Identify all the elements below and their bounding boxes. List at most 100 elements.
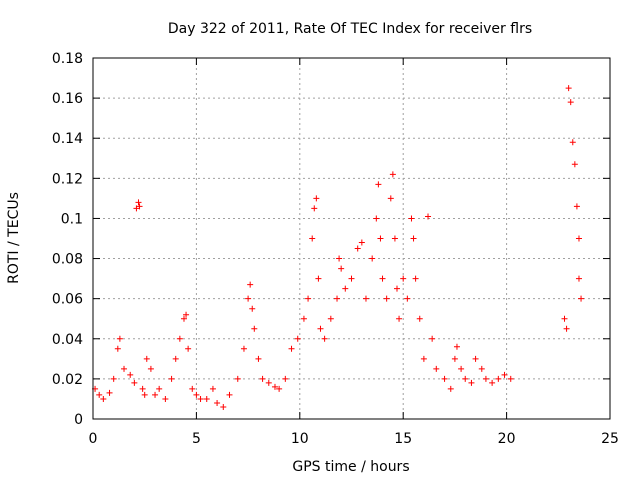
data-point [387,195,394,202]
data-point [563,325,570,332]
data-point [383,295,390,302]
data-point [255,355,262,362]
data-point [348,275,355,282]
y-tick-label: 0.06 [52,292,83,308]
data-point [96,391,103,398]
data-point [379,275,386,282]
y-tick-label: 0 [74,412,83,428]
data-point [441,375,448,382]
y-axis-label: ROTI / TECUs [6,192,22,284]
y-tick-label: 0.08 [52,252,83,268]
data-point [393,285,400,292]
data-point [185,345,192,352]
data-point [114,345,121,352]
x-tick-label: 20 [498,431,516,447]
data-point [578,295,585,302]
data-point [400,275,407,282]
data-point [321,335,328,342]
data-point [139,385,146,392]
data-point [369,255,376,262]
data-point [311,205,318,212]
data-point [305,295,312,302]
data-point [575,235,582,242]
data-point [259,375,266,382]
data-point [375,181,382,188]
data-point [391,235,398,242]
data-point [265,379,272,386]
data-point [141,391,148,398]
data-point [489,379,496,386]
data-point [433,365,440,372]
chart-title: Day 322 of 2011, Rate Of TEC Index for r… [168,21,532,37]
data-point [135,199,142,206]
data-points [92,85,585,410]
data-point [271,383,278,390]
data-point [336,255,343,262]
data-point [412,275,419,282]
data-point [240,345,247,352]
data-point [420,355,427,362]
data-point [342,285,349,292]
y-tick-label: 0.04 [52,332,83,348]
data-point [373,215,380,222]
x-tick-label: 25 [601,431,619,447]
data-point [317,325,324,332]
data-point [569,139,576,146]
data-point [136,203,143,210]
data-point [176,335,183,342]
y-tick-label: 0.12 [52,171,83,187]
data-point [197,395,204,402]
x-axis-label: GPS time / hours [292,459,409,475]
y-tick-label: 0.16 [52,91,83,107]
data-point [338,265,345,272]
x-tick-label: 5 [192,431,201,447]
data-point [131,379,138,386]
data-point [245,295,252,302]
data-point [404,295,411,302]
data-point [358,239,365,246]
data-point [203,395,210,402]
data-point [172,355,179,362]
data-point [313,195,320,202]
data-point [571,161,578,168]
data-point [458,365,465,372]
data-point [133,205,140,212]
data-point [567,99,574,106]
data-point [168,375,175,382]
data-point [106,389,113,396]
data-point [410,235,417,242]
data-point [501,371,508,378]
x-tick-label: 15 [394,431,412,447]
data-point [462,375,469,382]
data-point [354,245,361,252]
y-tick-label: 0.18 [52,51,83,67]
data-point [408,215,415,222]
data-point [226,391,233,398]
x-tick-label: 0 [89,431,98,447]
data-point [234,375,241,382]
data-point [429,335,436,342]
y-tick-label: 0.02 [52,372,83,388]
data-point [425,213,432,220]
data-point [152,391,159,398]
data-point [334,295,341,302]
plot-frame [92,57,611,420]
grid-lines [93,58,610,419]
data-point [453,343,460,350]
data-point [377,235,384,242]
data-point [482,375,489,382]
data-point [180,315,187,322]
data-point [276,385,283,392]
data-point [327,315,334,322]
data-point [573,203,580,210]
data-point [495,375,502,382]
data-point [565,85,572,92]
data-point [247,281,254,288]
axis-ticks [92,57,611,420]
data-point [575,275,582,282]
data-point [396,315,403,322]
data-point [121,365,128,372]
data-point [116,335,123,342]
data-point [451,355,458,362]
